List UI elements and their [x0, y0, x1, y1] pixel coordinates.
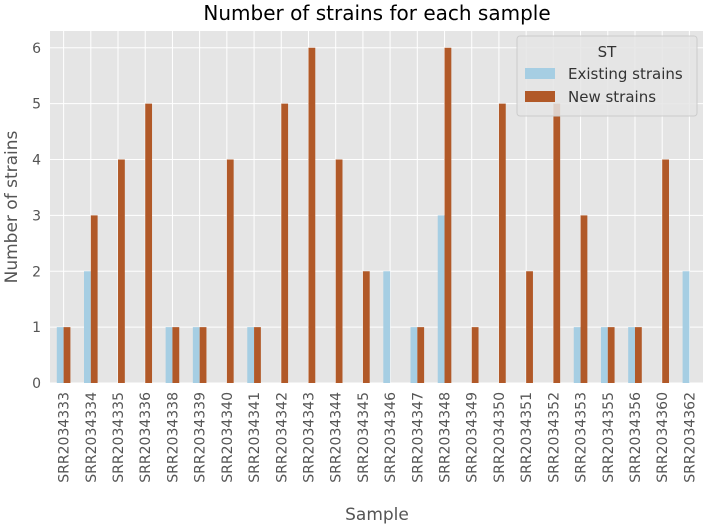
bar-new-strains-SRR2034353 [580, 215, 588, 383]
x-tick-label: SRR2034333 [57, 392, 73, 483]
y-tick-label: 0 [32, 376, 41, 392]
x-tick-label: SRR2034342 [274, 392, 290, 483]
legend-swatch-existing-strains [525, 68, 555, 79]
x-tick-label: SRR2034356 [628, 392, 644, 483]
x-tick-label: SRR2034346 [383, 392, 399, 483]
bar-new-strains-SRR2034341 [254, 327, 261, 383]
legend-label-existing-strains: Existing strains [568, 65, 683, 83]
bar-new-strains-SRR2034345 [362, 271, 370, 383]
bar-existing-strains-SRR2034356 [628, 327, 635, 383]
bar-new-strains-SRR2034356 [634, 327, 642, 383]
x-tick-label: SRR2034353 [574, 392, 590, 483]
bar-new-strains-SRR2034355 [607, 327, 615, 383]
x-tick-label: SRR2034335 [111, 392, 127, 483]
legend-title: ST [598, 43, 618, 61]
x-tick-label: SRR2034347 [410, 392, 426, 483]
y-tick-labels: 0 1 2 3 4 5 6 [32, 41, 41, 392]
x-tick-label: SRR2034349 [465, 392, 481, 483]
x-tick-label: SRR2034341 [247, 392, 263, 483]
bar-new-strains-SRR2034347 [417, 327, 425, 383]
bar-new-strains-SRR2034349 [471, 327, 479, 383]
x-tick-label: SRR2034345 [356, 392, 372, 483]
legend-swatch-new-strains [525, 91, 555, 102]
bar-existing-strains-SRR2034362 [682, 271, 690, 383]
bar-existing-strains-SRR2034334 [84, 271, 91, 383]
y-tick-label: 2 [32, 264, 41, 280]
bar-existing-strains-SRR2034353 [573, 327, 581, 383]
bar-new-strains-SRR2034335 [118, 159, 125, 383]
x-tick-label: SRR2034351 [519, 392, 535, 483]
x-tick-label: SRR2034352 [546, 392, 562, 483]
y-tick-label: 6 [32, 41, 41, 57]
bar-new-strains-SRR2034338 [172, 327, 180, 383]
x-tick-label: SRR2034343 [301, 392, 317, 483]
y-tick-label: 5 [32, 97, 41, 113]
bar-new-strains-SRR2034333 [63, 327, 71, 383]
x-tick-label: SRR2034360 [655, 392, 671, 483]
x-tick-label: SRR2034344 [329, 392, 345, 483]
bar-new-strains-SRR2034334 [90, 215, 98, 383]
bar-existing-strains-SRR2034346 [383, 271, 391, 383]
y-tick-label: 3 [32, 208, 41, 224]
bar-existing-strains-SRR2034338 [165, 327, 173, 383]
x-tick-label: SRR2034340 [220, 392, 236, 483]
bar-new-strains-SRR2034339 [199, 327, 207, 383]
x-tick-label: SRR2034336 [138, 392, 154, 483]
legend-label-new-strains: New strains [568, 88, 656, 106]
chart-title: Number of strains for each sample [203, 1, 550, 25]
x-tick-label: SRR2034348 [438, 392, 454, 483]
bar-new-strains-SRR2034352 [553, 103, 561, 383]
bar-existing-strains-SRR2034333 [56, 327, 64, 383]
bar-new-strains-SRR2034348 [444, 47, 452, 384]
bar-new-strains-SRR2034350 [498, 103, 506, 383]
legend-box [516, 35, 698, 117]
bar-new-strains-SRR2034340 [226, 159, 234, 383]
y-tick-label: 4 [32, 153, 41, 169]
bar-existing-strains-SRR2034339 [192, 327, 200, 383]
x-tick-label: SRR2034339 [193, 392, 209, 483]
bar-new-strains-SRR2034344 [335, 159, 343, 383]
bar-existing-strains-SRR2034348 [437, 215, 445, 383]
x-tick-label: SRR2034338 [165, 392, 181, 483]
y-axis-title: Number of strains [2, 130, 22, 283]
x-tick-label: SRR2034362 [682, 392, 698, 483]
x-tick-labels: SRR2034333 SRR2034334 SRR2034335 SRR2034336… [57, 392, 699, 483]
bar-existing-strains-SRR2034355 [600, 327, 608, 383]
legend: ST Existing strains New strains [516, 35, 698, 117]
x-tick-label: SRR2034355 [601, 392, 617, 483]
bar-new-strains-SRR2034336 [145, 103, 153, 383]
bar-new-strains-SRR2034343 [308, 47, 316, 384]
bars [56, 47, 690, 384]
x-tick-label: SRR2034334 [84, 392, 100, 483]
bar-new-strains-SRR2034360 [662, 159, 669, 383]
x-tick-label: SRR2034350 [492, 392, 508, 483]
bar-existing-strains-SRR2034347 [410, 327, 418, 383]
bar-new-strains-SRR2034351 [526, 271, 533, 383]
y-tick-label: 1 [32, 320, 41, 336]
x-axis-title: Sample [345, 505, 409, 525]
bar-existing-strains-SRR2034341 [247, 327, 255, 383]
bar-new-strains-SRR2034342 [281, 103, 289, 383]
